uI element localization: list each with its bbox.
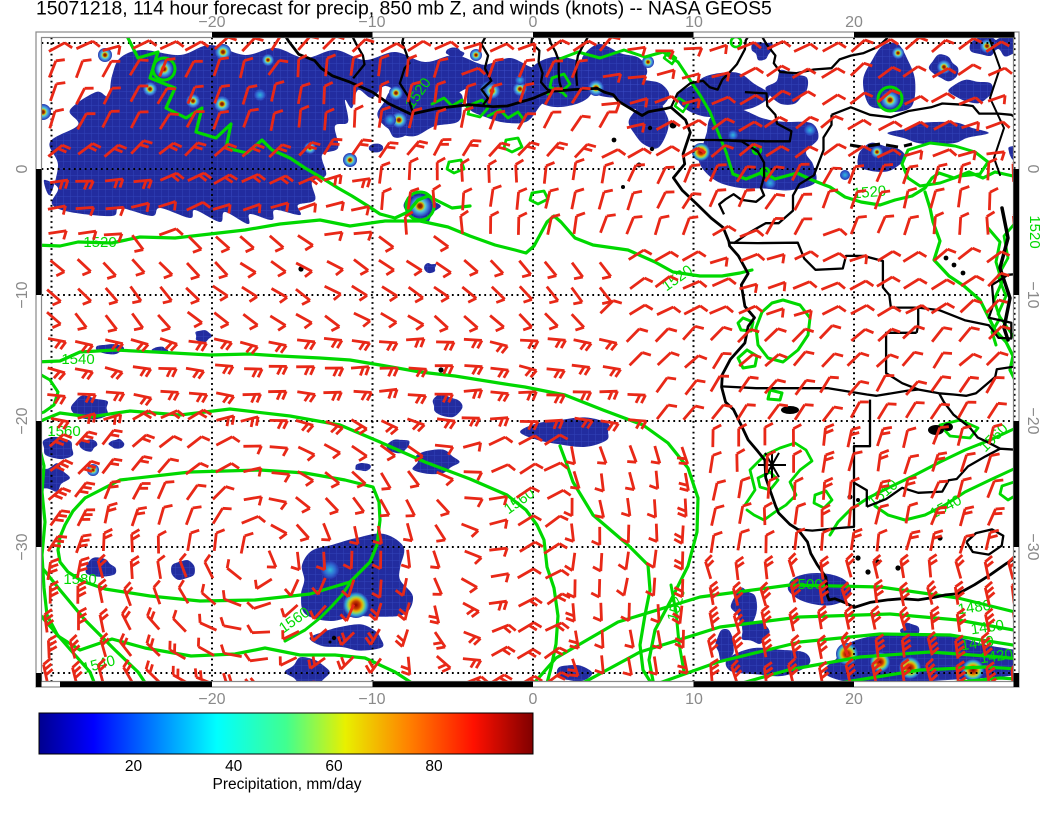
svg-text:Precipitation, mm/day: Precipitation, mm/day [212, 776, 361, 793]
svg-text:−20: −20 [198, 14, 225, 31]
svg-text:40: 40 [225, 758, 243, 775]
svg-text:0: 0 [14, 164, 31, 173]
svg-text:10: 10 [685, 691, 703, 708]
svg-text:0: 0 [529, 691, 538, 708]
svg-text:−10: −10 [358, 691, 385, 708]
svg-text:60: 60 [325, 758, 343, 775]
svg-text:−20: −20 [1024, 407, 1041, 434]
svg-text:1480: 1480 [957, 597, 992, 618]
svg-text:−30: −30 [1024, 533, 1041, 560]
svg-text:20: 20 [845, 14, 863, 31]
svg-text:10: 10 [685, 14, 703, 31]
svg-text:15071218, 114 hour forecast fo: 15071218, 114 hour forecast for precip, … [36, 0, 772, 20]
svg-text:−20: −20 [198, 691, 225, 708]
svg-text:−30: −30 [14, 533, 31, 560]
svg-text:1560: 1560 [47, 423, 80, 440]
svg-text:−10: −10 [14, 281, 31, 308]
svg-text:20: 20 [845, 691, 863, 708]
svg-text:−20: −20 [14, 407, 31, 434]
svg-text:−10: −10 [358, 14, 385, 31]
svg-text:−10: −10 [1024, 281, 1041, 308]
svg-text:20: 20 [125, 758, 143, 775]
svg-text:80: 80 [425, 758, 443, 775]
svg-text:0: 0 [529, 14, 538, 31]
svg-text:1520: 1520 [1026, 215, 1043, 248]
svg-text:0: 0 [1024, 165, 1041, 174]
